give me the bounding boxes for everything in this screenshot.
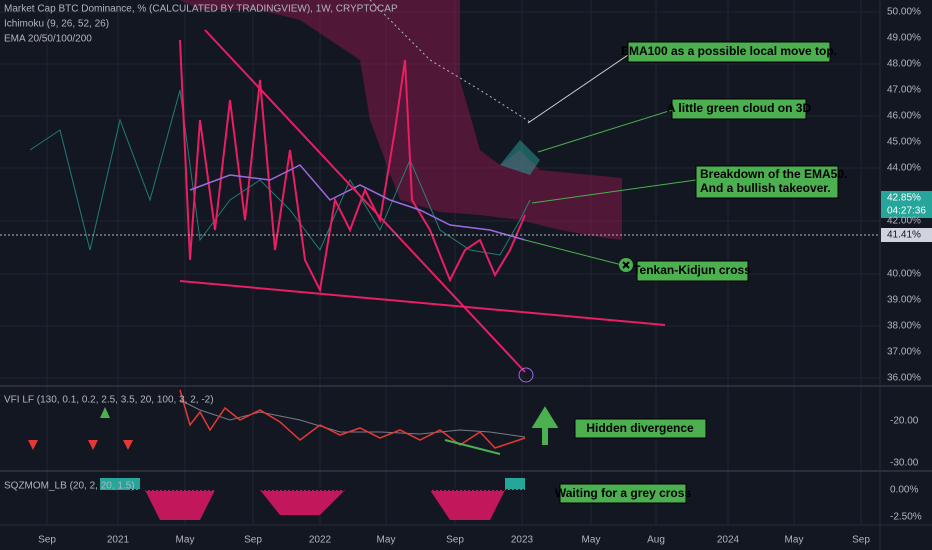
vfi-signal — [179, 399, 526, 438]
time-axis-label: Sep — [852, 535, 870, 546]
annotation: Tenkan-Kidjun cross — [633, 263, 751, 277]
trendline — [204, 29, 526, 373]
price-axis-label: 45.00% — [887, 137, 921, 148]
sqz-axis-label: -2.50% — [890, 512, 922, 523]
price — [179, 39, 526, 294]
annotation: Hidden divergence — [586, 421, 694, 435]
time-axis-label: May — [176, 535, 195, 546]
sell-markers — [28, 440, 133, 450]
annotation-box — [627, 41, 831, 63]
annotation: Breakdown of the EMA50. — [700, 167, 847, 181]
kijun — [189, 164, 526, 241]
annotation: And a bullish takeover. — [700, 181, 831, 195]
cross-icon — [622, 261, 630, 269]
price-axis-label: 42.00% — [887, 216, 921, 227]
price-axis-label: 49.00% — [887, 33, 921, 44]
price-axis-label: 39.00% — [887, 295, 921, 306]
time-axis-label: 2023 — [511, 535, 534, 546]
price-axis-label: 48.00% — [887, 59, 921, 70]
price-axis-label: 50.00% — [887, 7, 921, 18]
price-axis-label: 46.00% — [887, 111, 921, 122]
price-axis-label: 37.00% — [887, 347, 921, 358]
time-axis-label: 2022 — [309, 535, 332, 546]
time-axis-label: Sep — [38, 535, 56, 546]
price-axis-label: 44.00% — [887, 163, 921, 174]
time-axis-label: 2024 — [717, 535, 740, 546]
indicator-label: VFI LF (130, 0.1, 0.2, 2.5, 3.5, 20, 100… — [4, 395, 214, 406]
buy-marker — [100, 407, 110, 418]
last-price: 42.85% — [887, 193, 921, 204]
arrows — [524, 54, 697, 266]
annotation-box — [695, 165, 839, 199]
annotation-box — [559, 483, 687, 504]
lagging-span — [29, 89, 531, 256]
indicator-label: Ichimoku (9, 26, 52, 26) — [4, 19, 109, 30]
crosshair-price: 41.41% — [887, 230, 921, 241]
countdown: 04:27:36 — [887, 206, 926, 217]
event-icon — [518, 367, 534, 383]
indicator-label: EMA 20/50/100/200 — [4, 34, 92, 45]
green-cloud — [500, 140, 540, 175]
annotation: A little green cloud on 3D — [667, 101, 812, 115]
trendline — [179, 280, 666, 326]
crosshair-badge — [881, 228, 932, 242]
symbol-title: Market Cap BTC Dominance, % (CALCULATED … — [4, 4, 398, 15]
annotation-box — [636, 260, 749, 282]
time-axis-label: 2021 — [107, 535, 130, 546]
time-axis-label: Sep — [244, 535, 262, 546]
vfi-axis-label: -30.00 — [890, 458, 919, 469]
sqz-histogram — [145, 490, 505, 520]
price-axis-label: 36.00% — [887, 373, 921, 384]
up-arrow — [531, 406, 559, 445]
price-axis-label: 38.00% — [887, 321, 921, 332]
time-axis-label: May — [377, 535, 396, 546]
time-axis-label: Sep — [446, 535, 464, 546]
annotation-box — [671, 98, 807, 120]
sqz-histogram — [100, 478, 525, 490]
annotation: EMA100 as a possible local move top. — [621, 44, 837, 58]
annotation: Waiting for a grey cross — [555, 486, 692, 500]
price-axis-label: 40.00% — [887, 269, 921, 280]
last-price-badge — [881, 191, 932, 218]
price-axis-label: 47.00% — [887, 85, 921, 96]
time-axis-label: Aug — [647, 535, 665, 546]
divergence-line — [444, 439, 501, 455]
indicator-label: SQZMOM_LB (20, 2, 20, 1.5) — [4, 481, 135, 492]
annotation-box — [574, 418, 707, 439]
time-axis-label: May — [582, 535, 601, 546]
time-axis-label: May — [785, 535, 804, 546]
vfi-axis-label: -20.00 — [890, 416, 919, 427]
sqz-axis-label: 0.00% — [890, 485, 918, 496]
ichimoku-cloud — [180, 0, 622, 240]
